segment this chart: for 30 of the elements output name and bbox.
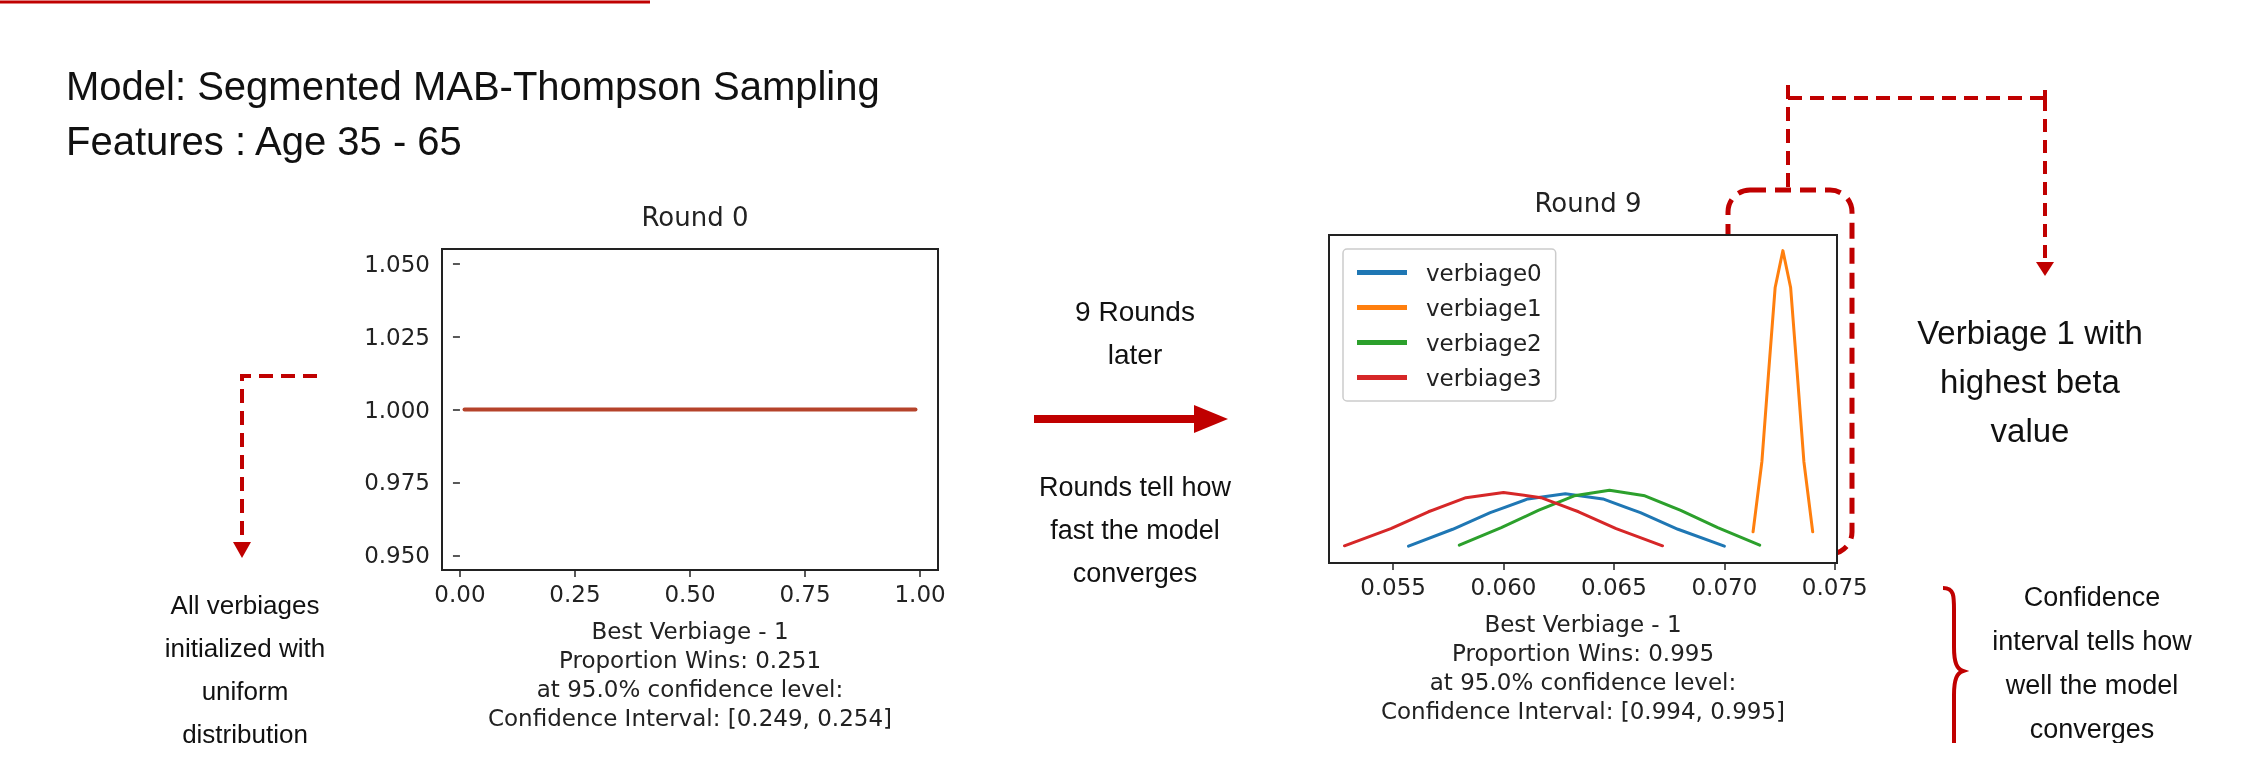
chart-title: Round 0 xyxy=(641,202,749,232)
text: 9 Rounds later xyxy=(1074,295,1196,372)
text: Confidence interval tells how well the model converges xyxy=(1991,581,2193,745)
legend-label: verbiage0 xyxy=(1426,259,1542,286)
x-axis-title: Best Verbiage - 1 Proportion Wins: 0.995 at 95.0% confidence level: Confidence Interval: [0.994, 0.995] xyxy=(1380,610,1786,724)
x-tick-label: 1.00 xyxy=(894,580,946,607)
x-tick-label: 0.25 xyxy=(549,580,601,607)
legend-label: verbiage1 xyxy=(1426,294,1542,321)
x-tick-label: 0.50 xyxy=(664,580,716,607)
x-tick-label: 0.00 xyxy=(434,580,486,607)
y-tick-label: 1.000 xyxy=(364,396,430,423)
text: Model: Segmented MAB-Thompson Sampling xyxy=(66,63,881,110)
x-tick-label: 0.060 xyxy=(1470,573,1537,600)
y-tick-label: 1.025 xyxy=(364,323,430,350)
x-tick-label: 0.075 xyxy=(1801,573,1868,600)
legend-label: verbiage3 xyxy=(1426,364,1542,391)
text: All verbiages initialized with uniform distribution xyxy=(163,589,327,745)
x-tick-label: 0.75 xyxy=(779,580,831,607)
text: Rounds tell how fast the model converges xyxy=(1037,471,1233,590)
x-axis-title: Best Verbiage - 1 Proportion Wins: 0.251 at 95.0% confidence level: Confidence Interval: [0.249, 0.254] xyxy=(487,617,893,731)
chart-title: Round 9 xyxy=(1534,188,1642,218)
y-tick-label: 0.950 xyxy=(364,542,430,569)
y-tick-label: 0.975 xyxy=(364,469,430,496)
y-tick-label: 1.050 xyxy=(364,250,430,277)
x-tick-label: 0.070 xyxy=(1691,573,1758,600)
legend-label: verbiage2 xyxy=(1426,329,1542,356)
x-tick-label: 0.055 xyxy=(1360,573,1426,600)
x-tick-label: 0.065 xyxy=(1580,573,1647,600)
text: Verbiage 1 with highest beta value xyxy=(1916,313,2144,451)
text: Features : Age 35 - 65 xyxy=(66,118,463,165)
